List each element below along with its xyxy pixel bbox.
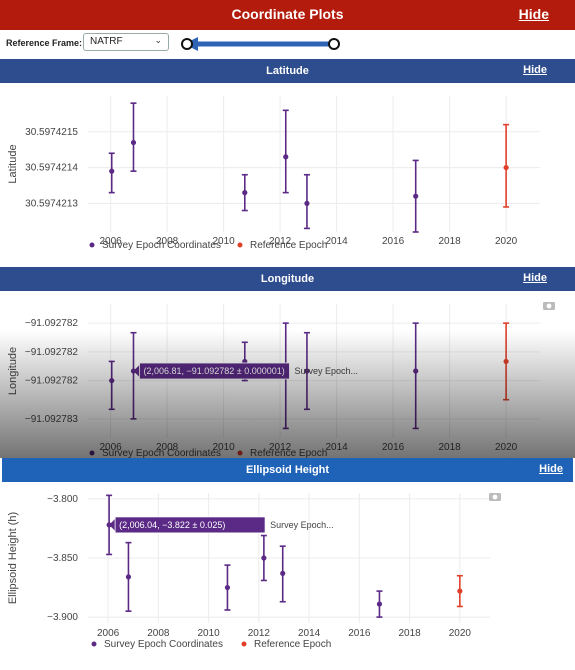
annotation-arrow-icon — [181, 37, 340, 51]
x-tick-label: 2014 — [298, 628, 321, 639]
y-axis-label: Longitude — [7, 347, 19, 395]
camera-icon[interactable] — [489, 493, 501, 501]
y-tick-label: −3.800 — [47, 494, 78, 505]
latitude-title: Latitude — [266, 65, 309, 77]
x-tick-label: 2020 — [449, 628, 472, 639]
longitude-header: Longitude Hide — [0, 267, 575, 291]
x-tick-label: 2016 — [382, 236, 405, 247]
legend-marker-survey — [91, 641, 97, 647]
y-tick-label: 30.5974213 — [25, 198, 78, 209]
latitude-hide-link[interactable]: Hide — [523, 64, 547, 76]
data-point — [304, 200, 310, 206]
x-tick-label: 2018 — [438, 236, 461, 247]
legend-reference: Reference Epoch — [250, 240, 327, 251]
x-tick-label: 2008 — [156, 236, 179, 247]
page-title: Coordinate Plots — [231, 6, 344, 22]
y-tick-label: 30.5974215 — [25, 127, 78, 138]
x-tick-label: 2020 — [495, 442, 518, 453]
data-point — [503, 358, 509, 365]
y-tick-label: −91.092782 — [25, 347, 79, 358]
x-tick-label: 2020 — [495, 236, 518, 247]
latitude-header: Latitude Hide — [0, 59, 575, 83]
hide-all-link[interactable]: Hide — [518, 6, 549, 22]
data-point — [283, 154, 289, 160]
longitude-hide-link[interactable]: Hide — [523, 272, 547, 284]
legend-survey: Survey Epoch Coordinates — [102, 448, 221, 458]
x-tick-label: 2010 — [197, 628, 220, 639]
x-tick-label: 2018 — [398, 628, 421, 639]
x-tick-label: 2012 — [269, 236, 292, 247]
y-axis-label: Latitude — [7, 144, 19, 183]
x-tick-label: 2012 — [248, 628, 271, 639]
tooltip-series: Survey Epoch... — [270, 520, 334, 530]
data-point — [242, 190, 248, 196]
legend-marker-reference — [241, 641, 247, 647]
legend-marker-reference — [237, 242, 243, 248]
y-axis-label: Ellipsoid Height (h) — [7, 512, 19, 604]
top-header: Coordinate Plots Hide — [0, 0, 575, 30]
tooltip-pointer — [109, 518, 116, 531]
x-tick-label: 2014 — [325, 236, 348, 247]
reference-frame-label: Reference Frame: — [6, 38, 83, 48]
data-point — [106, 522, 112, 528]
data-point — [413, 193, 419, 199]
y-tick-label: −91.092782 — [25, 318, 79, 329]
data-point — [224, 584, 231, 591]
y-tick-label: −3.900 — [47, 612, 78, 623]
height-chart[interactable]: 2006 2008 2010 2012 2014 2016 2018 2020 −3.800 −3… — [0, 483, 575, 670]
x-tick-label: 2008 — [147, 628, 170, 639]
data-point — [413, 368, 419, 374]
data-point — [503, 164, 509, 171]
data-point — [130, 139, 137, 146]
tooltip-value: (2,006.81, −91.092782 ± 0.000001) — [143, 366, 284, 376]
x-tick-label: 2010 — [212, 236, 235, 247]
legend-marker-reference — [237, 450, 243, 456]
x-tick-label: 2014 — [325, 442, 348, 453]
data-point — [109, 377, 115, 384]
legend-reference: Reference Epoch — [254, 639, 331, 650]
y-tick-label: −91.092782 — [25, 376, 79, 387]
latitude-chart[interactable]: 2006 2008 2010 2012 2014 2016 2018 2020 30.59742… — [0, 84, 575, 266]
x-tick-label: 2018 — [438, 442, 461, 453]
tooltip-pointer — [133, 365, 140, 377]
camera-icon[interactable] — [543, 302, 555, 310]
y-tick-label: −3.850 — [47, 553, 78, 564]
legend-survey: Survey Epoch Coordinates — [102, 240, 221, 251]
legend-survey: Survey Epoch Coordinates — [104, 639, 223, 650]
tooltip-value: (2,006.04, −3.822 ± 0.025) — [119, 520, 225, 530]
legend-marker-survey — [89, 450, 95, 456]
x-tick-label: 2016 — [348, 628, 371, 639]
data-point — [376, 601, 383, 607]
tooltip-series: Survey Epoch... — [294, 366, 358, 376]
data-point — [457, 588, 463, 594]
x-tick-label: 2006 — [99, 236, 122, 247]
longitude-title: Longitude — [260, 273, 315, 285]
legend-reference: Reference Epoch — [250, 448, 327, 458]
longitude-chart[interactable]: 2006 2008 2010 2012 2014 2016 2018 2020−91.0927… — [0, 292, 575, 458]
data-point — [125, 574, 132, 580]
x-tick-label: 2016 — [382, 442, 405, 453]
data-point — [261, 555, 267, 561]
reference-frame-select[interactable]: NATRF ⌄ — [83, 33, 169, 51]
legend-marker-survey — [89, 242, 95, 248]
y-tick-label: 30.5974214 — [25, 163, 78, 174]
chevron-down-icon: ⌄ — [154, 35, 162, 45]
data-point — [109, 168, 115, 174]
data-point — [280, 570, 286, 576]
height-hide-link[interactable]: Hide — [539, 463, 563, 475]
y-tick-label: −91.092783 — [25, 414, 79, 425]
height-title: Ellipsoid Height — [245, 464, 330, 476]
reference-frame-value: NATRF — [90, 36, 123, 47]
height-header: Ellipsoid Height Hide — [2, 458, 573, 482]
x-tick-label: 2006 — [97, 628, 120, 639]
tooltip-box — [114, 516, 266, 534]
